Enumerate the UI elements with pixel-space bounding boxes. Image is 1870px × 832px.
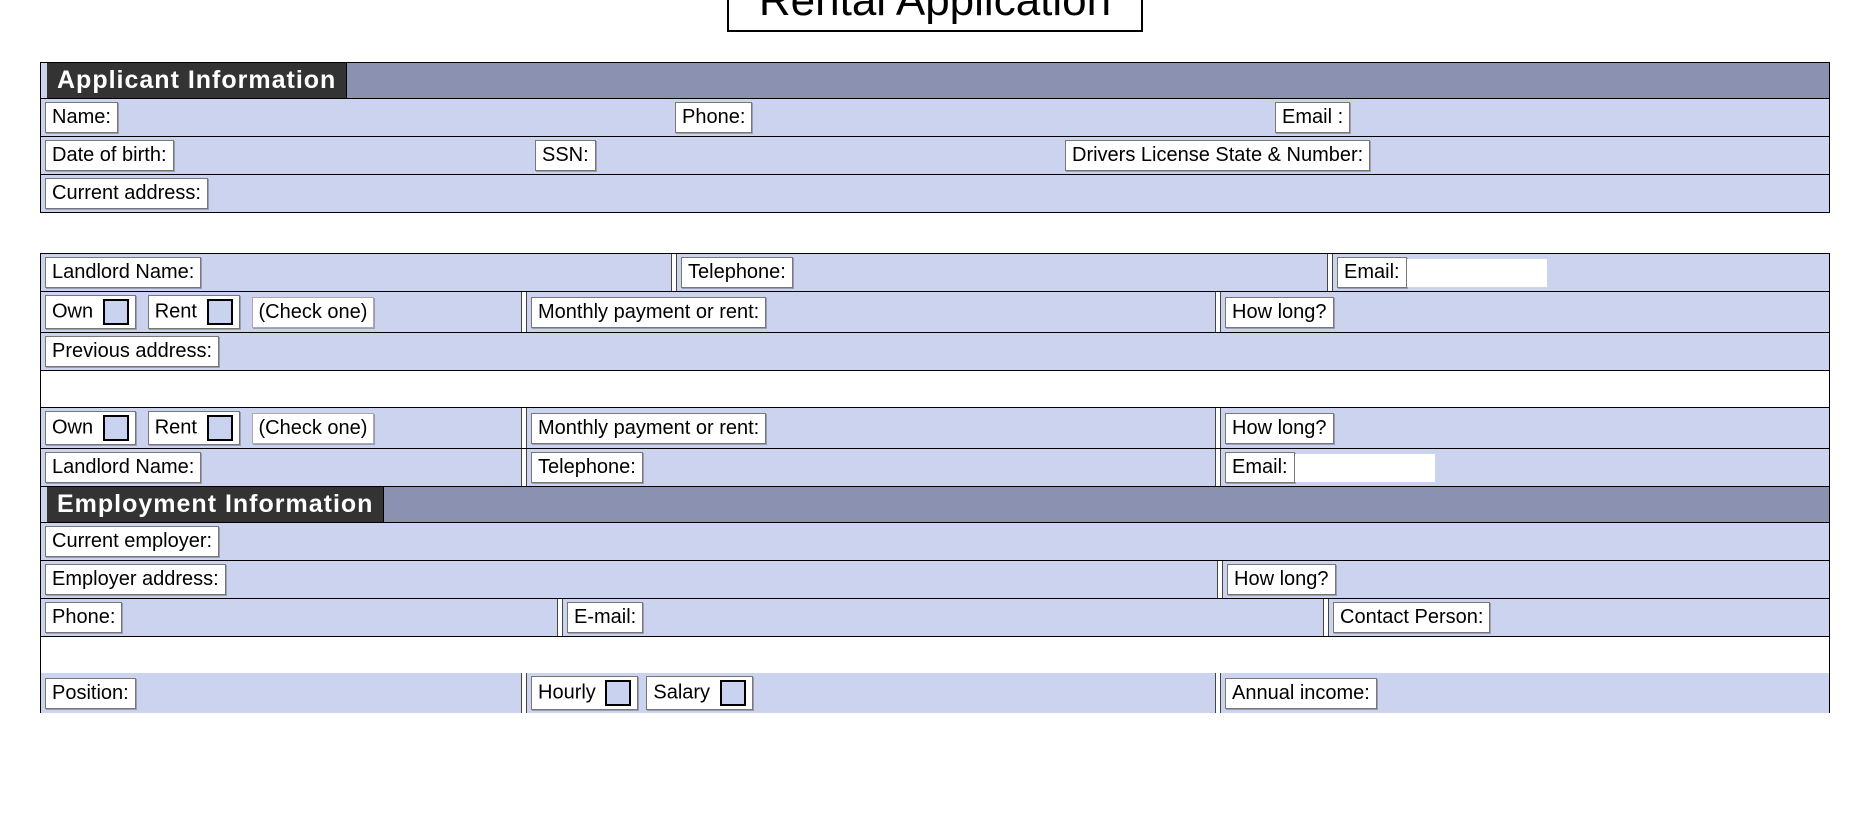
row-ownrent1: Own Rent (Check one) Monthly payment or … [40,292,1830,333]
label-hourly: Hourly [531,676,638,710]
checkbox-hourly[interactable] [605,680,631,706]
label-annual-income: Annual income: [1225,678,1377,709]
row-current-address: Current address: [40,175,1830,213]
label-monthly-2: Monthly payment or rent: [531,413,766,444]
label-rent: Rent [148,295,240,329]
label-phone: Phone: [675,102,752,133]
label-employer-address: Employer address: [45,564,226,595]
label-telephone-2: Telephone: [531,452,643,483]
label-dl: Drivers License State & Number: [1065,140,1370,171]
row-employer-address: Employer address: How long? [40,561,1830,599]
row-name-phone-email: Name: Phone: Email : [40,99,1830,137]
checkbox-own-1[interactable] [103,299,129,325]
checkbox-rent-2[interactable] [207,415,233,441]
section-header-label: Applicant Information [47,63,347,98]
label-position: Position: [45,678,136,709]
label-check-one-2: (Check one) [252,413,375,444]
row-position: Position: Hourly Salary Annual income: [40,673,1830,713]
label-dob: Date of birth: [45,140,174,171]
label-telephone: Telephone: [681,257,793,288]
section-header-label-employment: Employment Information [47,487,384,522]
label-ssn: SSN: [535,140,596,171]
page-title: Rental Application [727,0,1143,32]
checkbox-own-2[interactable] [103,415,129,441]
label-own: Own [45,295,136,329]
label-landlord-email: Email: [1337,257,1407,288]
label-rent-2: Rent [148,411,240,445]
checkbox-salary[interactable] [720,680,746,706]
row-current-employer: Current employer: [40,523,1830,561]
label-howlong-2: How long? [1225,413,1334,444]
section-header-applicant: Applicant Information [40,62,1830,99]
label-monthly-1: Monthly payment or rent: [531,297,766,328]
label-howlong-1: How long? [1225,297,1334,328]
row-landlord2: Landlord Name: Telephone: Email: [40,449,1830,487]
label-emp-email: E-mail: [567,602,643,633]
row-gap [40,371,1830,408]
row-gap-2 [40,637,1830,673]
label-contact-person: Contact Person: [1333,602,1490,633]
label-name: Name: [45,102,118,133]
label-salary: Salary [646,676,752,710]
label-own-2: Own [45,411,136,445]
label-landlord-email-2: Email: [1225,452,1295,483]
row-ownrent2: Own Rent (Check one) Monthly payment or … [40,408,1830,449]
label-current-address: Current address: [45,178,208,209]
section-header-employment: Employment Information [40,487,1830,523]
label-email: Email : [1275,102,1350,133]
label-landlord-name-2: Landlord Name: [45,452,201,483]
label-landlord-name: Landlord Name: [45,257,201,288]
label-current-employer: Current employer: [45,526,219,557]
label-emp-phone: Phone: [45,602,122,633]
label-emp-howlong: How long? [1227,564,1336,595]
label-previous-address: Previous address: [45,336,219,367]
row-previous-address: Previous address: [40,333,1830,371]
row-emp-phone-email-contact: Phone: E-mail: Contact Person: [40,599,1830,637]
checkbox-rent-1[interactable] [207,299,233,325]
row-landlord1: Landlord Name: Telephone: Email: [40,253,1830,292]
label-check-one: (Check one) [252,297,375,328]
row-dob-ssn-dl: Date of birth: SSN: Drivers License Stat… [40,137,1830,175]
